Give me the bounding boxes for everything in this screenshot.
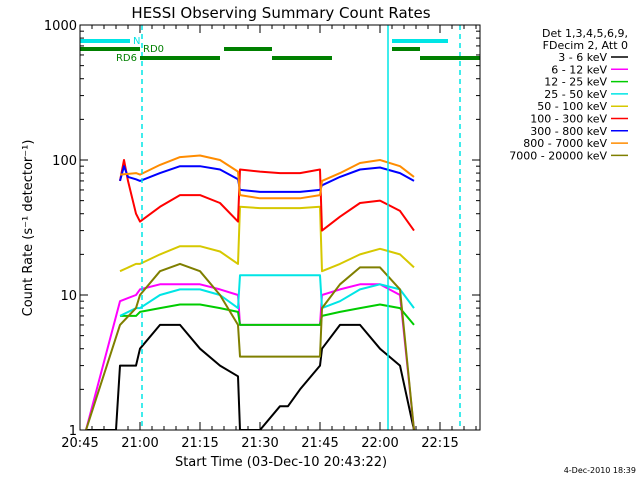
series-line-7 [119,154,415,200]
series-line-6 [119,165,415,193]
annotation-bar [80,39,130,43]
timestamp: 4-Dec-2010 18:39 [564,466,636,475]
legend-label: 800 - 7000 keV [523,137,607,150]
annotation-bar [80,47,140,51]
y-tick-label: 100 [52,154,77,169]
x-tick-label: 21:15 [181,436,218,451]
plot-frame [79,24,481,431]
y-tick-label: 1 [69,424,77,439]
y-tick-label: 10 [60,289,77,304]
x-tick-label: 22:15 [421,436,458,451]
legend-label: 3 - 6 keV [558,51,607,64]
legend-label: 100 - 300 keV [530,113,607,126]
series-line-2 [120,303,415,326]
annotation-bar [140,56,220,60]
x-axis-label: Start Time (03-Dec-10 20:43:22) [175,455,387,470]
series-line-5 [119,159,415,232]
annotation-label: RD0 [143,44,164,55]
annotation-bar [420,56,480,60]
x-tick-label: 21:45 [301,436,338,451]
y-tick-label: 1000 [44,19,77,34]
legend-label: 6 - 12 keV [551,63,607,76]
legend-label: 50 - 100 keV [537,100,607,113]
legend: Det 1,3,4,5,6,9, FDecim 2, Att 0 3 - 6 k… [509,27,628,162]
series-line-0 [86,323,415,430]
legend-label: 300 - 800 keV [530,125,607,138]
series-layer [85,154,415,430]
series-line-4 [119,205,415,273]
legend-label: 7000 - 20000 keV [509,149,607,162]
legend-label: 25 - 50 keV [544,88,607,101]
x-tick-label: 21:00 [121,436,158,451]
annotation-label: RD6 [116,53,137,64]
axes: 20:45 21:00 21:15 21:30 21:45 22:00 22:15 1 10 10… [44,19,480,451]
legend-header-line-1: Det 1,3,4,5,6,9, [542,27,628,40]
annotation-bar [392,47,420,51]
annotation-label: N [133,36,140,47]
series-line-3 [119,274,415,317]
series-line-8 [85,262,415,430]
legend-header-line-2: FDecim 2, Att 0 [543,39,628,52]
y-axis-label: Count Rate (s⁻¹ detector⁻¹) [21,140,36,317]
annotation-bar [392,39,448,43]
chart-title: HESSI Observing Summary Count Rates [131,4,430,22]
legend-label: 12 - 25 keV [544,76,607,89]
x-tick-label: 20:45 [61,436,98,451]
annotation-bar [224,47,272,51]
x-tick-label: 21:30 [241,436,278,451]
x-tick-label: 22:00 [361,436,398,451]
annotation-bar [272,56,332,60]
